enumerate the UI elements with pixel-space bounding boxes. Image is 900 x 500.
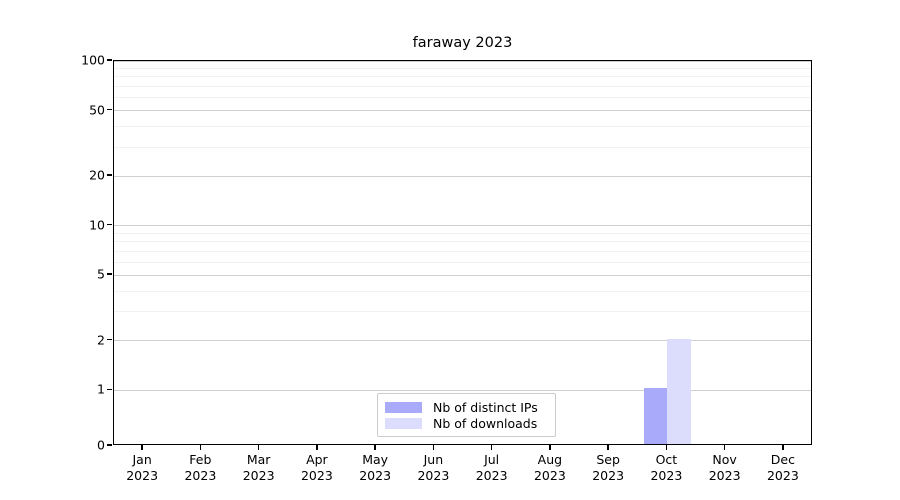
x-axis-tick-label-month: Jul <box>484 452 500 467</box>
legend-label-distinct-ips: Nb of distinct IPs <box>433 399 538 415</box>
y-axis-tick-label: 2 <box>97 332 105 348</box>
y-axis-tick-mark <box>107 174 112 176</box>
x-axis-tick-label-month: Dec <box>770 452 795 467</box>
x-axis-tick-label: Nov 2023 <box>709 452 741 483</box>
y-axis-tick-mark <box>107 338 112 341</box>
gridline-minor <box>114 85 811 87</box>
plot-area <box>113 60 812 445</box>
y-axis-tick-label: 5 <box>97 266 105 282</box>
x-axis-tick-label-month: Mar <box>246 452 271 467</box>
x-axis-tick-mark <box>141 445 143 450</box>
legend-item[interactable]: Nb of downloads <box>385 415 548 431</box>
x-axis-tick-label-year: 2023 <box>359 467 392 483</box>
y-axis-tick-label: 50 <box>89 102 105 118</box>
legend-label-downloads: Nb of downloads <box>433 415 538 431</box>
x-axis-tick-mark <box>316 445 318 450</box>
gridline-major <box>114 61 811 62</box>
y-axis-tick-label: 1 <box>97 381 105 397</box>
y-axis-tick-mark <box>107 223 112 226</box>
gridline-major <box>114 110 811 112</box>
legend-item[interactable]: Nb of distinct IPs <box>385 399 548 415</box>
x-axis-tick-label-year: 2023 <box>592 467 625 483</box>
x-axis-tick-mark <box>607 445 609 450</box>
gridline-minor <box>114 146 811 148</box>
x-axis-tick-label-year: 2023 <box>475 467 508 483</box>
gridline-major <box>114 175 811 177</box>
gridline-minor <box>114 311 811 313</box>
gridline-major <box>114 389 811 391</box>
gridline-major <box>114 274 811 276</box>
x-axis-tick-label: Sep 2023 <box>592 452 624 483</box>
y-axis-tick-mark <box>107 273 112 275</box>
y-axis-tick-mark <box>107 388 112 390</box>
x-axis-tick-label: Jun 2023 <box>417 452 449 483</box>
x-axis-tick-label-year: 2023 <box>126 467 159 483</box>
x-axis-tick-label: Feb 2023 <box>184 452 216 483</box>
gridline-minor <box>114 97 811 98</box>
x-axis-tick-label-year: 2023 <box>242 467 275 483</box>
gridline-minor <box>114 232 811 234</box>
x-axis-tick-label-month: Sep <box>596 452 620 467</box>
legend-swatch-distinct-ips <box>385 401 422 413</box>
x-axis-tick-mark <box>549 445 551 450</box>
x-axis-tick-label-month: Feb <box>189 452 212 467</box>
y-axis-tick-label: 10 <box>89 217 105 233</box>
x-axis-tick-label-year: 2023 <box>417 467 450 483</box>
y-axis-tick-mark <box>107 444 112 446</box>
x-axis-tick-label-year: 2023 <box>184 467 217 483</box>
x-axis-tick-label-month: Apr <box>306 452 328 467</box>
gridline-minor <box>114 76 811 78</box>
x-axis-tick-label-month: May <box>362 452 389 467</box>
y-axis-tick-mark <box>107 108 112 111</box>
x-axis-tick-label-year: 2023 <box>300 467 333 483</box>
y-axis-tick-label: 0 <box>97 437 105 453</box>
x-axis-tick-label-month: Nov <box>712 452 737 467</box>
x-axis-tick-label: Jul 2023 <box>476 452 508 483</box>
legend-swatch-downloads <box>385 417 422 429</box>
x-axis-tick-label-month: Jan <box>132 452 152 467</box>
x-axis-tick-label: Mar 2023 <box>243 452 275 483</box>
y-axis-tick-label: 20 <box>89 167 105 183</box>
x-axis-tick-mark <box>432 445 435 450</box>
gridline-major <box>114 225 811 227</box>
x-axis-tick-mark <box>782 445 784 450</box>
gridline-minor <box>114 261 811 263</box>
x-axis-tick-mark <box>665 445 668 450</box>
x-axis-tick-label-year: 2023 <box>708 467 741 483</box>
plot-inner <box>114 61 811 444</box>
gridline-minor <box>114 250 811 252</box>
gridline-major <box>114 340 811 342</box>
y-axis-tick-mark <box>107 59 112 61</box>
bar[interactable] <box>644 388 668 444</box>
x-axis-tick-label-year: 2023 <box>766 467 799 483</box>
x-axis-tick-label-month: Oct <box>655 452 678 467</box>
x-axis-tick-mark <box>723 445 726 450</box>
x-axis-tick-label: May 2023 <box>359 452 391 483</box>
x-axis-tick-mark <box>374 445 376 450</box>
x-axis-tick-mark <box>257 445 260 450</box>
x-axis-tick-label: Oct 2023 <box>650 452 682 483</box>
y-axis: 0 1 2 5 10 20 50 100 <box>60 53 105 453</box>
x-axis-tick-label: Apr 2023 <box>301 452 333 483</box>
x-axis-tick-mark <box>490 445 493 450</box>
x-axis-tick-label-year: 2023 <box>650 467 683 483</box>
x-axis-tick-label-month: Aug <box>537 452 563 467</box>
gridline-minor <box>114 290 811 292</box>
x-axis-tick-label-year: 2023 <box>533 467 566 483</box>
gridline-minor <box>114 68 811 70</box>
x-axis-tick-label: Aug 2023 <box>534 452 566 483</box>
chart-title: faraway 2023 <box>412 35 513 51</box>
x-axis-tick-label: Jan 2023 <box>126 452 158 483</box>
x-axis-tick-label: Dec 2023 <box>767 452 799 483</box>
x-axis-tick-mark <box>199 445 202 450</box>
y-axis-tick-label: 100 <box>81 52 105 68</box>
chart-legend: Nb of distinct IPs Nb of downloads <box>377 393 556 437</box>
gridline-minor <box>114 125 811 127</box>
x-axis-tick-label-month: Jun <box>423 452 444 467</box>
bar[interactable] <box>667 338 691 444</box>
gridline-minor <box>114 241 811 243</box>
